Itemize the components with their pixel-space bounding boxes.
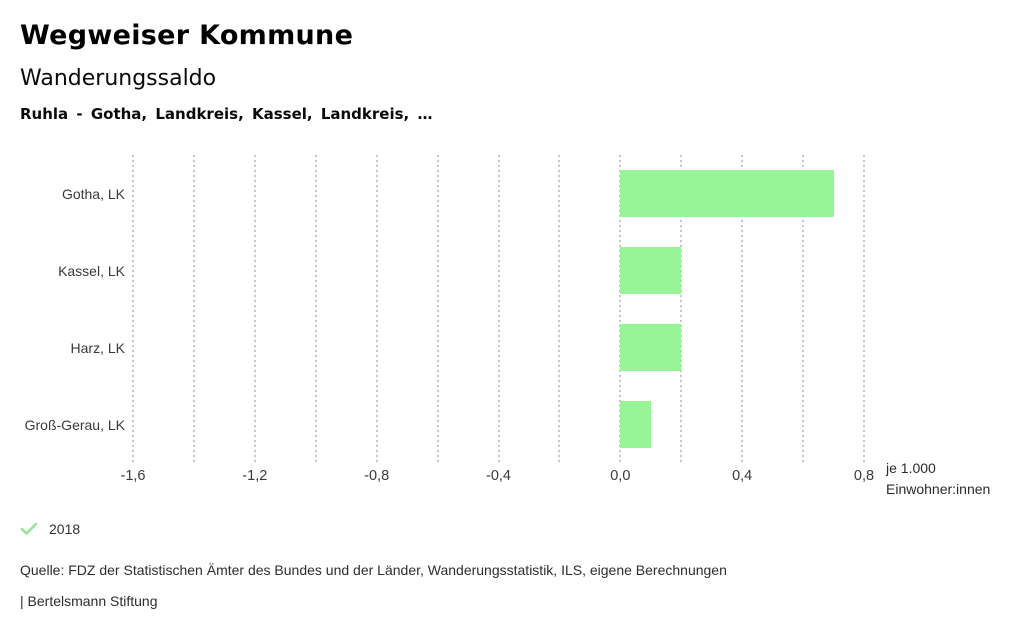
attribution: | Bertelsmann Stiftung (20, 593, 158, 609)
bar-Harz, LK[interactable] (620, 324, 682, 371)
gridline (375, 155, 378, 463)
category-label: Gotha, LK (61, 185, 125, 202)
chart-subtitle-selection: Ruhla - Gotha, Landkreis, Kassel, Landkr… (20, 105, 433, 123)
gridline (802, 155, 805, 463)
x-tick-label: 0,8 (853, 468, 875, 484)
x-tick-label: -0,8 (364, 468, 390, 484)
x-tick-label: 0,4 (732, 468, 753, 484)
legend-item-2018[interactable]: 2018 (20, 521, 80, 537)
bar-Kassel, LK[interactable] (620, 247, 682, 294)
x-tick-label: -1,2 (242, 468, 268, 484)
gridline (863, 155, 865, 463)
plot-area (132, 155, 865, 463)
axis-unit-line2: Einwohner:innen (886, 481, 991, 497)
source-note: Quelle: FDZ der Statistischen Ämter des … (20, 562, 727, 578)
app-title: Wegweiser Kommune (20, 20, 354, 51)
x-tick-label: 0,0 (610, 468, 631, 484)
gridline (497, 155, 500, 463)
x-tick-label: -1,6 (120, 468, 146, 484)
category-label: Harz, LK (70, 339, 125, 356)
gridline (741, 155, 744, 463)
gridline (253, 155, 256, 463)
chart-title: Wanderungssaldo (20, 66, 217, 91)
legend-year-label: 2018 (49, 521, 81, 537)
x-tick-label: -0,4 (486, 468, 511, 484)
gridline (680, 155, 683, 463)
value-axis-tick-labels: -1,6 -1,2 -0,8 -0,4 0,0 0,4 0,8 (121, 468, 875, 488)
gridline (132, 155, 134, 463)
bar-Groß-Gerau, LK[interactable] (620, 401, 651, 448)
category-axis-labels: Gotha, LK Kassel, LK Harz, LK Groß-Gerau, L… (0, 155, 125, 463)
gridline (558, 155, 561, 463)
gridline (619, 155, 622, 463)
gridline (192, 155, 195, 463)
axis-unit-line1: je 1.000 (886, 460, 936, 476)
category-label: Groß-Gerau, LK (24, 416, 125, 433)
gridline (314, 155, 317, 463)
bar-Gotha, LK[interactable] (620, 170, 834, 217)
check-icon (20, 522, 38, 536)
gridline (436, 155, 439, 463)
category-label: Kassel, LK (58, 262, 125, 279)
axis-unit-label: je 1.000 Einwohner:innen (886, 458, 990, 500)
